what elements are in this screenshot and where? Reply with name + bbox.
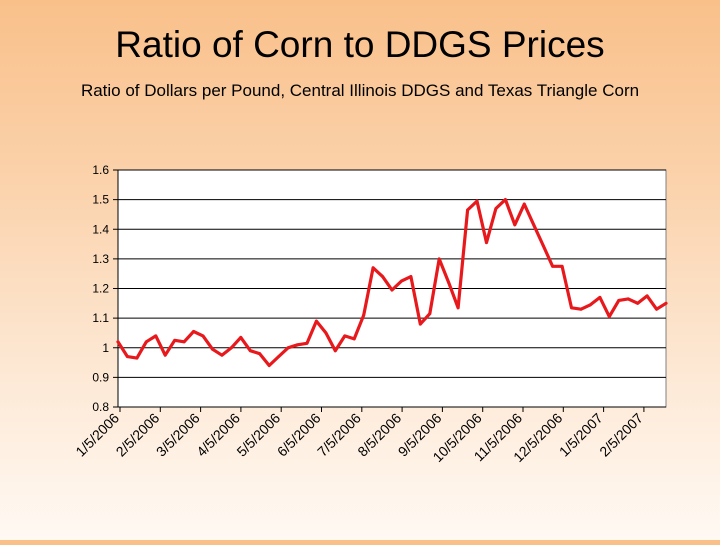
data-point: [532, 223, 536, 227]
data-point: [116, 340, 120, 344]
x-tick-label: 4/5/2006: [193, 410, 243, 460]
data-point: [503, 198, 507, 202]
data-point: [239, 335, 243, 339]
data-point: [428, 312, 432, 316]
data-point: [494, 207, 498, 210]
data-point: [570, 306, 573, 310]
data-point: [182, 340, 186, 344]
data-point: [286, 346, 290, 350]
data-point: [305, 341, 309, 345]
y-tick-label: 1.3: [92, 252, 109, 266]
data-point: [220, 353, 224, 357]
x-tick-label: 7/5/2006: [314, 410, 364, 460]
data-point: [617, 298, 621, 302]
x-tick-label: 6/5/2006: [274, 410, 324, 460]
data-point: [126, 355, 129, 359]
x-tick-label: 1/5/2006: [72, 410, 122, 460]
data-point: [456, 306, 460, 310]
y-tick-label: 1.4: [92, 222, 109, 236]
data-point: [343, 334, 347, 338]
x-tick-label: 2/5/2007: [596, 410, 646, 460]
data-point: [541, 244, 545, 247]
data-point: [144, 340, 148, 344]
x-tick-label: 2/5/2006: [113, 410, 163, 460]
x-tick-label: 1/5/2007: [556, 410, 606, 460]
data-point: [352, 337, 356, 341]
y-tick-label: 0.8: [92, 400, 109, 414]
data-point: [589, 303, 592, 307]
data-point: [173, 338, 177, 342]
data-point: [400, 279, 403, 283]
data-point: [362, 313, 366, 317]
data-point: [201, 334, 205, 338]
data-point: [579, 307, 583, 311]
data-point: [315, 319, 318, 323]
y-tick-label: 1.2: [92, 282, 109, 296]
data-point: [267, 364, 271, 367]
data-point: [418, 322, 422, 326]
data-point: [466, 208, 469, 212]
data-point: [135, 356, 139, 360]
data-point: [485, 241, 488, 244]
data-point: [645, 294, 649, 298]
data-point: [192, 330, 195, 333]
data-point: [229, 346, 233, 350]
data-point: [296, 343, 299, 347]
data-point: [437, 257, 441, 261]
x-tick-label: 5/5/2006: [233, 410, 283, 460]
chart-subtitle: Ratio of Dollars per Pound, Central Illi…: [80, 81, 640, 100]
y-tick-label: 1.5: [92, 193, 109, 207]
x-tick-label: 8/5/2006: [354, 410, 404, 460]
data-point: [607, 315, 611, 319]
data-point: [277, 355, 281, 359]
data-point: [655, 307, 658, 311]
page-title: Ratio of Corn to DDGS Prices: [115, 24, 605, 65]
x-tick-label: 3/5/2006: [153, 410, 203, 460]
data-point: [513, 223, 517, 227]
data-point: [154, 334, 158, 338]
y-tick-label: 1.1: [92, 311, 109, 325]
data-point: [324, 331, 328, 335]
data-point: [381, 275, 384, 279]
data-point: [598, 295, 602, 299]
data-point: [211, 347, 214, 351]
data-point: [258, 352, 262, 356]
data-point: [248, 349, 252, 353]
data-point: [333, 349, 337, 353]
y-tick-label: 1.6: [92, 163, 109, 177]
data-point: [560, 264, 564, 268]
data-point: [371, 266, 375, 270]
data-point: [636, 301, 640, 305]
data-point: [163, 353, 167, 357]
data-point: [475, 199, 479, 203]
data-point: [626, 297, 630, 301]
data-point: [551, 264, 555, 268]
data-point: [390, 288, 394, 292]
data-point: [447, 281, 451, 284]
y-tick-label: 0.9: [92, 370, 109, 384]
data-point: [664, 301, 668, 305]
data-point: [409, 275, 413, 279]
data-point: [522, 202, 526, 206]
y-tick-label: 1: [102, 341, 109, 355]
